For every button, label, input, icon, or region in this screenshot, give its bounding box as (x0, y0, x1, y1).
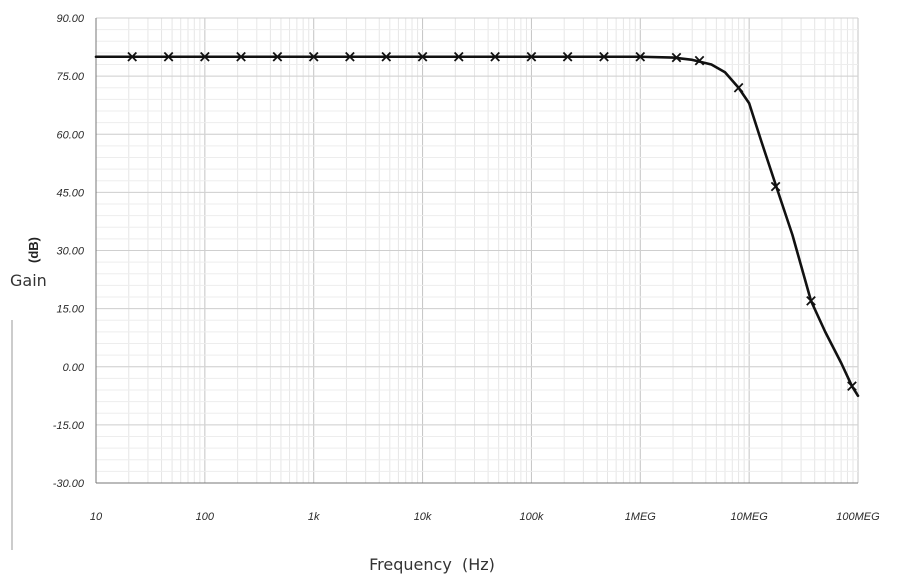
marker-layer (127, 51, 857, 391)
x-data-marker (417, 51, 428, 62)
x-data-marker (562, 51, 573, 62)
x-data-marker-stroke (599, 51, 609, 62)
x-data-marker-stroke (272, 51, 283, 62)
x-data-marker (671, 52, 682, 63)
x-data-marker-stroke (671, 52, 682, 63)
x-tick-label: 10MEG (730, 511, 768, 523)
x-data-marker-stroke (770, 181, 781, 192)
x-data-marker (163, 51, 174, 62)
x-tick-label: 1MEG (625, 511, 657, 523)
x-tick-label: 10k (414, 511, 432, 523)
x-data-marker-stroke (806, 296, 816, 306)
x-data-marker-stroke (417, 51, 428, 62)
plot-frame (11, 18, 858, 550)
x-data-marker (345, 51, 355, 62)
x-data-marker-stroke (453, 51, 464, 62)
x-data-marker (599, 51, 609, 62)
y-tick-label: 0.00 (63, 362, 85, 374)
x-data-marker-stroke (163, 51, 174, 62)
x-data-marker-stroke (490, 51, 500, 62)
x-data-marker-stroke (345, 51, 355, 62)
x-data-marker (635, 51, 646, 62)
x-axis-title: Frequency (Hz) (369, 555, 495, 574)
y-axis-title: Gain (10, 271, 47, 290)
x-data-marker-stroke (236, 51, 246, 62)
gain-series-line (94, 55, 860, 398)
y-tick-label: 15.00 (56, 304, 84, 316)
x-data-marker (308, 51, 319, 62)
x-data-marker-stroke (847, 381, 857, 391)
x-tick-label: 100 (196, 511, 215, 523)
x-data-marker (694, 55, 705, 66)
x-data-marker-stroke (381, 51, 392, 62)
x-data-marker-stroke (200, 51, 210, 62)
x-data-marker (453, 51, 464, 62)
x-data-marker (733, 82, 744, 93)
x-tick-label: 100MEG (836, 511, 880, 523)
x-data-marker-stroke (308, 51, 319, 62)
x-data-marker (381, 51, 392, 62)
y-tick-labels: 90.00 75.00 60.00 45.00 30.00 15.00 0.00 -15.00… (53, 13, 85, 490)
series-layer (94, 55, 860, 398)
y-tick-label: 75.00 (56, 71, 84, 83)
y-tick-label: 30.00 (56, 246, 84, 258)
x-data-marker (490, 51, 500, 62)
x-data-marker (526, 51, 537, 62)
x-data-marker-stroke (635, 51, 646, 62)
x-data-marker (272, 51, 283, 62)
x-data-marker (806, 296, 816, 306)
y-tick-label: 60.00 (56, 129, 84, 141)
x-data-marker-stroke (526, 51, 537, 62)
y-tick-label: -30.00 (53, 478, 85, 490)
x-tick-label: 100k (519, 511, 543, 523)
x-data-marker (127, 51, 138, 62)
x-data-marker-stroke (562, 51, 573, 62)
y-axis-unit-label: (dB) (26, 237, 41, 263)
y-tick-label: 45.00 (56, 187, 84, 199)
x-data-marker (770, 181, 781, 192)
x-tick-labels: 10 100 1k 10k 100k 1MEG 10MEG 100MEG (90, 511, 880, 523)
x-tick-label: 10 (90, 511, 103, 523)
y-tick-label: -15.00 (53, 420, 85, 432)
x-data-marker (200, 51, 210, 62)
x-data-marker-stroke (127, 51, 138, 62)
x-tick-label: 1k (308, 511, 320, 523)
x-data-marker-stroke (733, 82, 744, 93)
x-data-marker-stroke (694, 55, 705, 66)
grid-lines (95, 17, 859, 484)
y-tick-label: 90.00 (56, 13, 84, 25)
x-data-marker (236, 51, 246, 62)
x-data-marker (847, 381, 857, 391)
